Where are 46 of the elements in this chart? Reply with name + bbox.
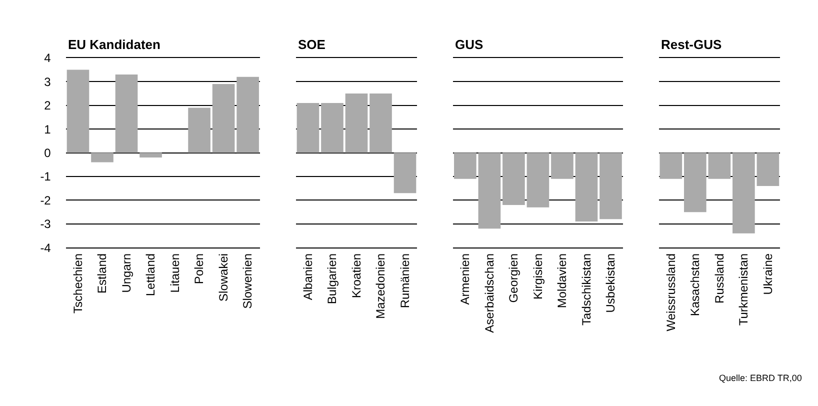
y-tick-label: 2 xyxy=(44,98,52,113)
y-tick-label: -4 xyxy=(40,240,52,255)
x-tick-label: Slowakei xyxy=(216,253,230,302)
x-tick-label: Slowenien xyxy=(240,253,255,309)
chart-title: Rest-GUS xyxy=(661,37,722,52)
x-tick-label: Kroatien xyxy=(349,253,364,298)
x-tick-label: Armenien xyxy=(458,253,472,305)
x-tick-label: Georgien xyxy=(506,253,521,303)
x-tick-label: Kirgisien xyxy=(530,253,545,300)
x-tick-label: Turkmenistan xyxy=(736,253,751,326)
y-tick-label: 3 xyxy=(44,74,52,89)
x-tick-label: Usbekistan xyxy=(604,253,618,313)
chart-title: SOE xyxy=(298,37,326,52)
x-tick-label: Aserbaidschan xyxy=(482,253,496,333)
chart-title: EU Kandidaten xyxy=(68,37,161,52)
x-tick-label: Ungarn xyxy=(119,253,134,293)
x-tick-label: Kasachstan xyxy=(688,253,702,316)
bar xyxy=(188,108,210,153)
y-tick-label: 4 xyxy=(44,51,52,66)
x-tick-label: Tschechien xyxy=(70,253,85,314)
source-note: Quelle: EBRD TR,00 xyxy=(719,373,802,383)
bar xyxy=(115,74,138,153)
bar xyxy=(66,70,90,153)
x-tick-label: Russland xyxy=(712,253,726,304)
x-tick-label: Weissrussland xyxy=(664,253,678,332)
x-tick-label: Albanien xyxy=(300,253,315,300)
chart-title: GUS xyxy=(455,37,484,52)
x-tick-label: Mazedonien xyxy=(374,253,388,319)
x-tick-label: Ukraine xyxy=(760,253,775,295)
x-tick-label: Lettland xyxy=(144,253,158,296)
bar xyxy=(212,84,235,153)
x-tick-label: Tadschikistan xyxy=(579,253,594,326)
bar xyxy=(91,152,114,162)
x-tick-label: Rumänien xyxy=(398,253,412,308)
x-tick-label: Moldavien xyxy=(555,253,570,308)
x-tick-label: Bulgarien xyxy=(325,253,340,304)
x-tick-label: Litauen xyxy=(168,253,182,293)
y-tick-label: -2 xyxy=(40,193,52,208)
bar xyxy=(236,76,259,153)
y-tick-label: -3 xyxy=(40,217,52,232)
x-tick-label: Polen xyxy=(192,253,206,284)
y-tick-label: -1 xyxy=(40,170,52,184)
bar xyxy=(140,152,162,158)
y-tick-label: 0 xyxy=(44,146,52,160)
y-tick-label: 1 xyxy=(44,122,52,136)
x-tick-label: Estland xyxy=(95,253,110,294)
